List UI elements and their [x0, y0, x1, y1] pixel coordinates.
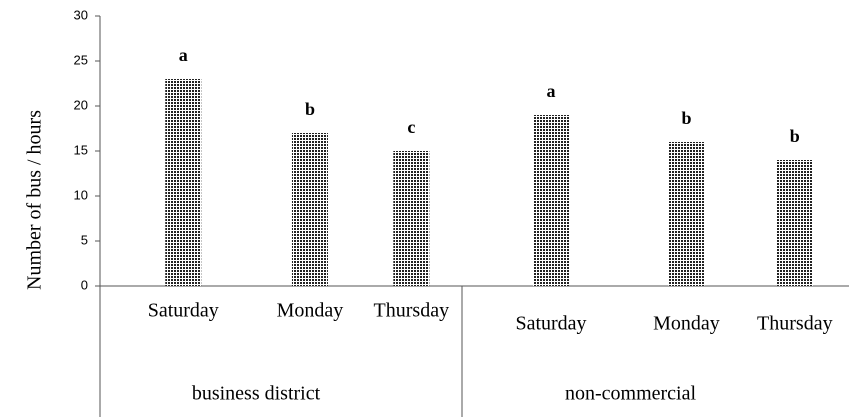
annotation: a: [179, 45, 188, 65]
bar: [668, 142, 705, 286]
annotation: b: [790, 126, 800, 146]
bar: [776, 160, 813, 286]
x-tick-label: Saturday: [148, 300, 219, 322]
y-tick-label: 0: [81, 277, 88, 292]
y-tick-label: 10: [74, 187, 88, 202]
y-tick-label: 5: [81, 232, 88, 247]
y-tick-label: 15: [74, 142, 88, 157]
bar: [291, 133, 328, 286]
x-tick-label: Thursday: [757, 313, 833, 335]
y-axis-label: Number of bus / hours: [24, 110, 46, 290]
x-tick-label: Monday: [653, 313, 720, 335]
y-tick-label: 30: [74, 7, 88, 22]
x-tick-label: Monday: [277, 300, 344, 322]
annotation: b: [681, 108, 691, 128]
bar: [393, 151, 430, 286]
group-label: business district: [192, 383, 321, 405]
x-tick-label: Thursday: [374, 300, 450, 322]
x-tick-label: Saturday: [515, 313, 586, 335]
annotation: c: [407, 117, 415, 137]
bar: [165, 79, 202, 286]
group-label: non-commercial: [565, 383, 696, 405]
bar: [533, 115, 570, 286]
annotation: b: [305, 99, 315, 119]
annotation: a: [547, 81, 556, 101]
y-tick-label: 20: [74, 97, 88, 112]
y-tick-label: 25: [74, 52, 88, 67]
